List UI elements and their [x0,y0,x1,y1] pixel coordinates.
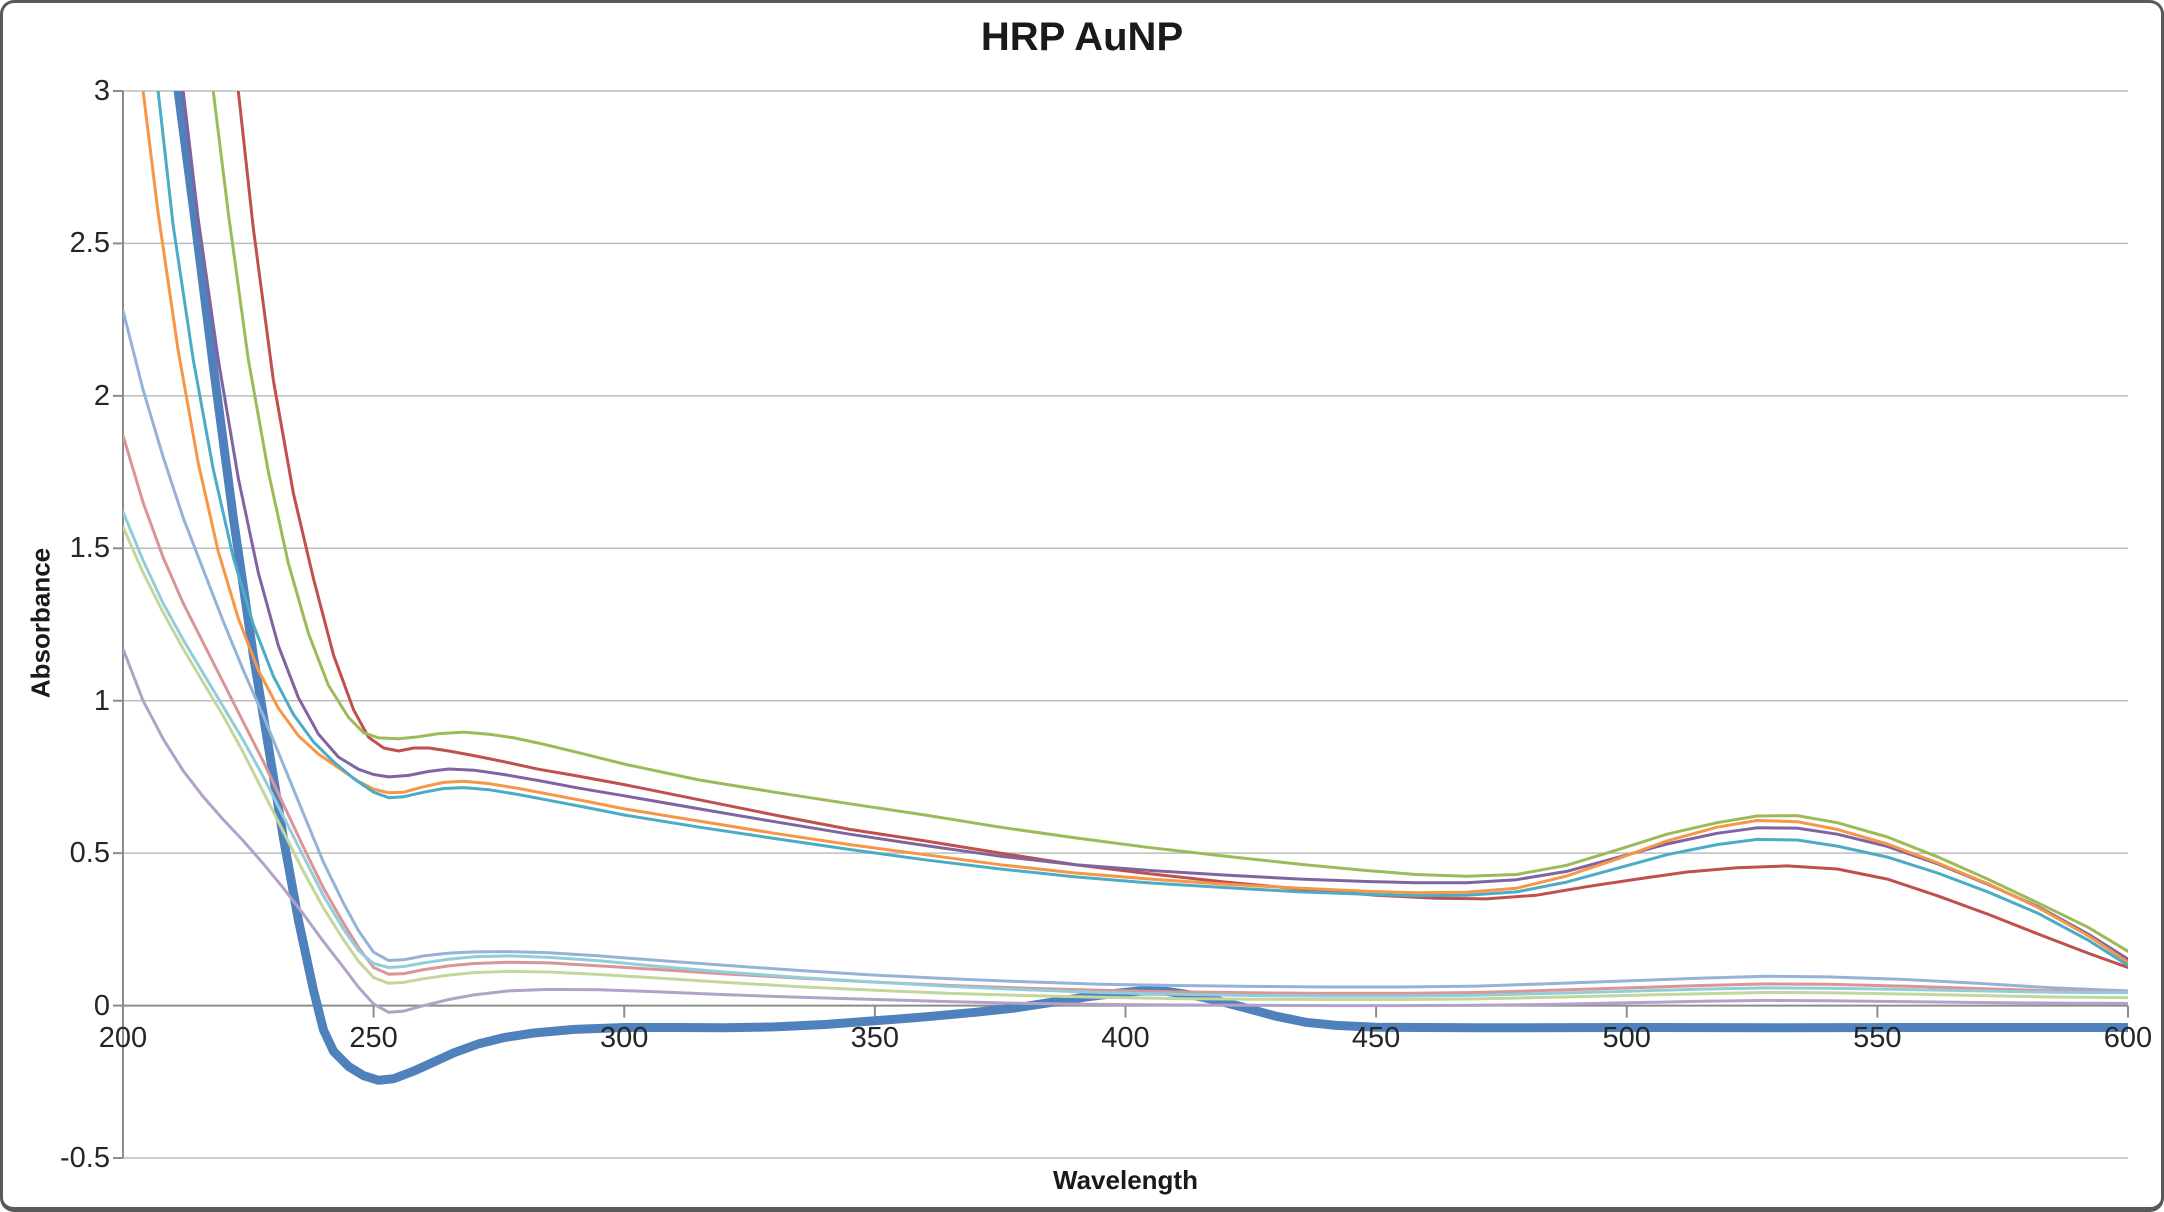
series-green [211,91,2128,953]
x-tick-label: 400 [1101,1022,1150,1054]
y-tick-label: 0 [93,989,110,1022]
y-tick-label: 3 [93,75,110,107]
x-tick-label: 450 [1351,1022,1401,1054]
x-tick-label: 300 [600,1022,649,1054]
x-tick-label: 600 [2103,1022,2153,1054]
series-red [236,91,2128,969]
series-light-purple [123,647,2128,1014]
y-tick-label: 1.5 [69,532,110,565]
series-light-green [123,525,2128,1001]
plot-area [113,90,2129,1159]
y-tick-label: 2.5 [69,227,110,260]
series-orange [141,91,2128,964]
series-thick-blue [173,91,2128,1085]
x-tick-label: 250 [349,1022,398,1054]
chart-title: HRP AuNP [980,15,1184,59]
series-purple [181,91,2128,961]
x-tick-label: 350 [850,1022,900,1054]
x-tick-label: 550 [1853,1022,1902,1054]
x-axis-title: Wavelength [1053,1165,1198,1195]
y-tick-label: -0.5 [60,1142,110,1174]
x-tick-label: 500 [1602,1022,1651,1054]
y-tick-label: 2 [93,379,110,412]
y-tick-label: 0.5 [69,837,110,870]
series-light-red [123,434,2128,995]
series-light-blue [123,309,2128,993]
series-light-aqua [123,510,2128,998]
y-tick-label: 1 [93,684,110,717]
x-tick-label: 200 [98,1022,148,1054]
y-axis-title: Absorbance [25,547,56,699]
series-teal [156,91,2128,967]
